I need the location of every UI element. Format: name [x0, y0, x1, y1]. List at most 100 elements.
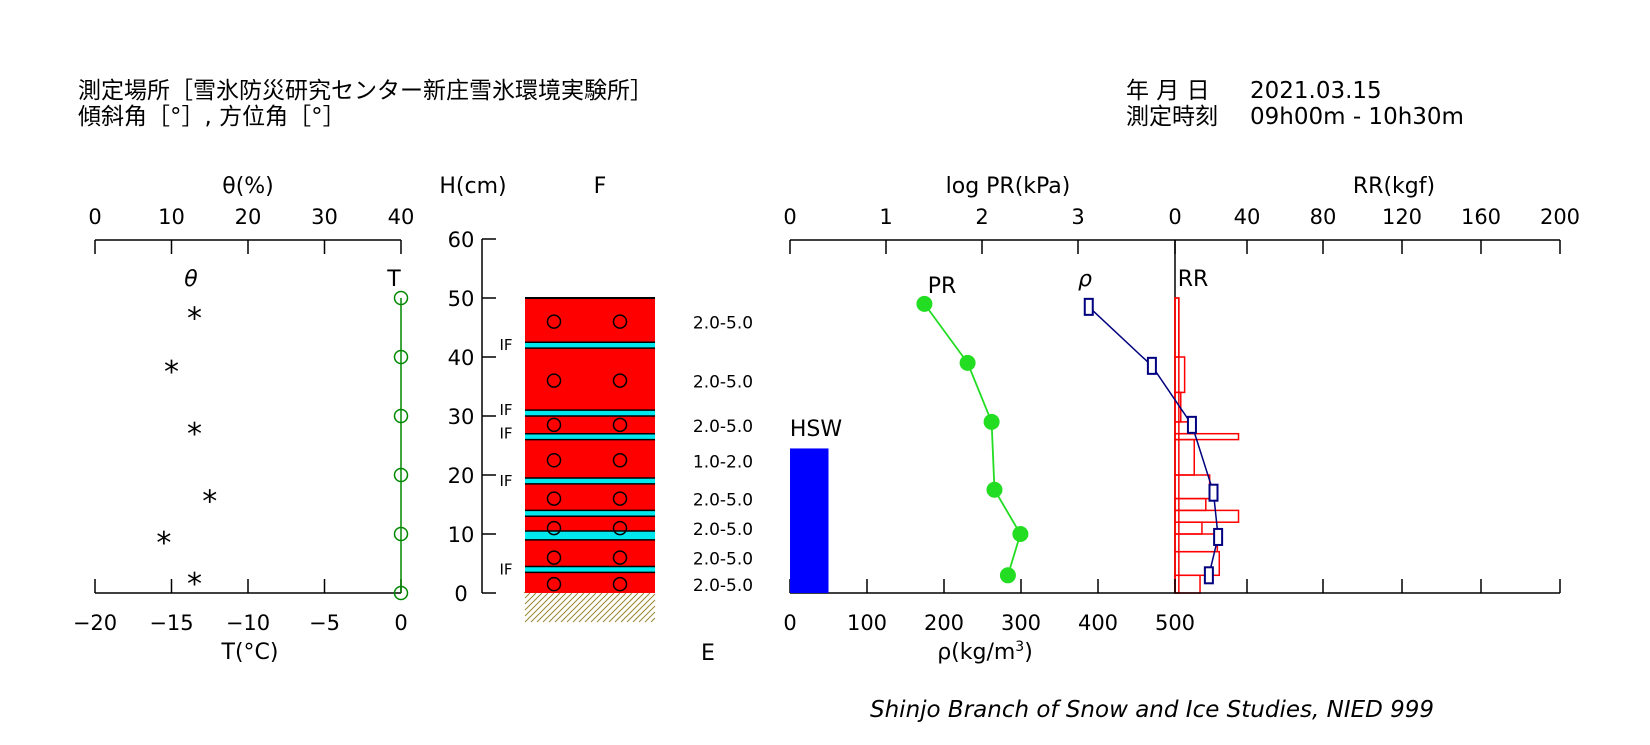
- location-label: 測定場所［雪氷防災研究センター新庄雪氷環境実験所］: [78, 78, 653, 104]
- grain-shape-symbol: [612, 550, 628, 565]
- hatch-line: [650, 617, 656, 623]
- hatch-line: [638, 605, 656, 623]
- ice-layer: [525, 410, 655, 416]
- ice-formation-label: IF: [499, 472, 512, 490]
- grain-size-label: 2.0-5.0: [693, 314, 753, 334]
- hatch-line: [524, 592, 549, 617]
- rr-bar: [1174, 533, 1219, 553]
- density-point: [1146, 356, 1157, 375]
- height-tick-label: 40: [448, 346, 475, 370]
- hatch-line: [632, 599, 656, 623]
- ice-layer: [525, 510, 655, 517]
- density-series-label: ρ: [1078, 267, 1092, 292]
- grain-shape-symbol: [546, 520, 562, 536]
- pr-point: [999, 567, 1016, 584]
- rr-axis-title: RR(kgf): [1353, 174, 1435, 199]
- density-tick-label: 400: [1078, 611, 1118, 635]
- ice-layer: [525, 433, 655, 440]
- hatch-line: [614, 592, 645, 623]
- pr-tick-label: 2: [975, 205, 988, 229]
- hatch-line: [554, 592, 585, 623]
- density-axis-title: ρ(kg/m3): [937, 639, 1033, 665]
- theta-point: *: [187, 302, 202, 337]
- height-tick-label: 10: [448, 523, 475, 547]
- height-tick-label: 30: [448, 405, 475, 429]
- theta-point: *: [164, 355, 179, 390]
- slope-label: 傾斜角［°］, 方位角［°］: [78, 104, 346, 130]
- pr-tick-label: 0: [783, 205, 796, 229]
- rr-bar: [1174, 474, 1211, 500]
- stratigraphy-top-label: F: [594, 174, 607, 199]
- rr-tick-label: 160: [1461, 205, 1501, 229]
- grain-size-label: 1.0-2.0: [693, 452, 753, 472]
- theta-point: *: [187, 417, 202, 452]
- ice-formation-label: IF: [499, 401, 512, 419]
- grain-shape-symbol: [546, 373, 562, 388]
- rr-bar: [1174, 297, 1180, 358]
- hsw-bar: [790, 448, 829, 593]
- hatch-line: [523, 591, 526, 594]
- grain-shape-symbol: [612, 373, 628, 388]
- temperature-tick-label: −15: [149, 611, 193, 635]
- temperature-point: [393, 467, 409, 483]
- temperature-point: [393, 408, 409, 424]
- temperature-point: [393, 290, 409, 306]
- grain-shape-symbol: [546, 576, 562, 592]
- theta-series-label: θ: [184, 267, 198, 292]
- grain-size-label: 2.0-5.0: [693, 576, 753, 596]
- temperature-point: [393, 585, 409, 601]
- theta-point: *: [202, 485, 217, 520]
- hsw-label: HSW: [790, 417, 843, 442]
- hatch-line: [608, 592, 639, 623]
- hatch-line: [596, 592, 627, 623]
- theta-axis-title: θ(%): [222, 174, 274, 199]
- density-tick-label: 500: [1155, 611, 1195, 635]
- ice-layer: [525, 531, 655, 540]
- hatch-line: [524, 592, 555, 623]
- rr-series-label: RR: [1178, 267, 1209, 292]
- pr-point: [1012, 526, 1029, 542]
- ice-formation-label: IF: [499, 336, 512, 354]
- grain-shape-symbol: [612, 576, 628, 592]
- pr-line: [923, 303, 1022, 576]
- pr-point: [916, 295, 933, 312]
- grain-size-label: 2.0-5.0: [693, 491, 753, 511]
- pr-tick-label: 1: [879, 205, 892, 229]
- theta-tick-label: 10: [158, 205, 185, 229]
- height-tick-label: 50: [448, 287, 475, 311]
- theta-point: *: [187, 567, 202, 602]
- temperature-axis-title: T(°C): [221, 640, 279, 665]
- hatch-line: [566, 592, 597, 623]
- date-value: 2021.03.15: [1250, 78, 1382, 104]
- pr-tick-label: 3: [1071, 205, 1084, 229]
- temperature-tick-label: −20: [73, 611, 117, 635]
- density-line: [1088, 306, 1219, 576]
- grain-size-label: 2.0-5.0: [693, 550, 753, 570]
- ice-layer: [525, 342, 655, 349]
- grain-shape-symbol: [612, 491, 628, 506]
- ice-formation-label: IF: [499, 425, 512, 443]
- pr-series-label: PR: [928, 274, 957, 299]
- temperature-tick-label: −10: [226, 611, 270, 635]
- pr-point: [983, 413, 1000, 430]
- ground-hatch: [523, 591, 656, 623]
- grain-shape-symbol: [546, 550, 562, 565]
- density-point: [1203, 566, 1214, 585]
- theta-tick-label: 20: [235, 205, 262, 229]
- height-axis-title: H(cm): [439, 174, 506, 199]
- pr-point: [986, 481, 1003, 498]
- grain-shape-symbol: [612, 520, 628, 536]
- hatch-line: [584, 592, 615, 623]
- density-point: [1186, 415, 1197, 434]
- rr-bar: [1174, 356, 1186, 394]
- time-value: 09h00m - 10h30m: [1250, 104, 1464, 130]
- height-tick-label: 20: [448, 464, 475, 488]
- temperature-tick-label: 0: [394, 611, 407, 635]
- credit-label: Shinjo Branch of Snow and Ice Studies, N…: [870, 697, 1435, 723]
- temperature-point: [393, 349, 409, 365]
- theta-tick-label: 40: [388, 205, 415, 229]
- grain-shape-symbol: [612, 314, 628, 329]
- hatch-line: [536, 592, 567, 623]
- density-tick-label: 100: [847, 611, 887, 635]
